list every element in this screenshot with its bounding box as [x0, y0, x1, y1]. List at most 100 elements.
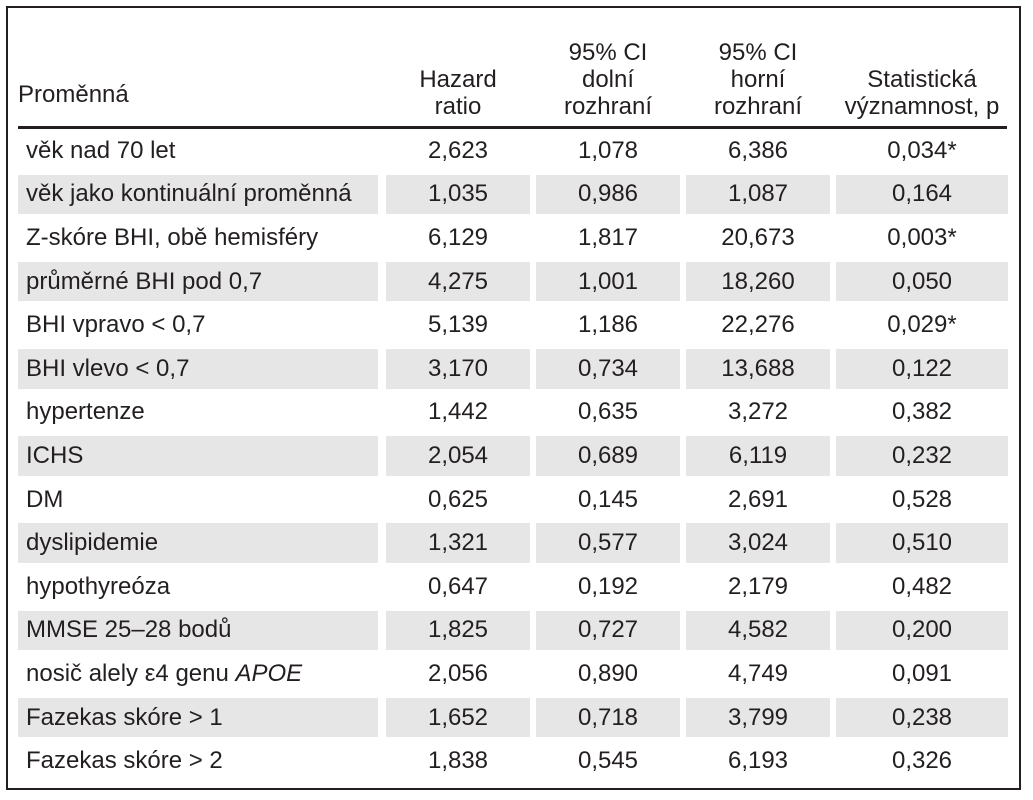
cell-p-value: 0,482 [891, 572, 953, 600]
table-row: Z-skóre BHI, obě hemisféry 6,129 1,817 2… [18, 216, 1008, 260]
cell-hazard-ratio: 1,321 [386, 523, 530, 563]
cell-hazard-ratio: 1,442 [427, 398, 489, 426]
cell-ci-lower: 0,890 [577, 659, 639, 687]
cell-variable: hypothyreóza [26, 572, 171, 600]
cell-p-value: 0,029* [887, 311, 957, 339]
cell-ci-lower: 1,817 [577, 223, 639, 251]
cell-p-value: 0,091 [891, 659, 953, 687]
cell-hazard-ratio: 2,054 [386, 436, 530, 476]
cell-hazard-ratio: 5,139 [427, 311, 489, 339]
cell-variable: DM [26, 485, 64, 513]
cell-ci-upper: 6,119 [686, 436, 830, 476]
cell-variable-gene: APOE [235, 659, 303, 687]
cell-ci-lower: 0,718 [536, 697, 680, 738]
table-row: Fazekas skóre > 1 1,652 0,718 3,799 0,23… [18, 696, 1008, 740]
cell-ci-lower: 0,734 [536, 348, 680, 389]
cell-variable: věk jako kontinuální proměnná [18, 174, 378, 215]
cell-ci-upper: 6,386 [727, 136, 789, 164]
cell-ci-upper: 18,260 [686, 261, 830, 302]
cell-ci-upper: 4,582 [686, 610, 830, 651]
header-variable-text: Proměnná [18, 81, 129, 108]
cell-hazard-ratio: 0,647 [427, 572, 489, 600]
cell-ci-upper: 2,691 [727, 485, 789, 513]
header-significance-line1: Statistická [867, 66, 977, 93]
cell-hazard-ratio: 2,623 [427, 136, 489, 164]
cell-variable: nosič alely ε4 genu APOE [18, 654, 378, 694]
header-ci-upper: 95% CI horní rozhraní [686, 22, 830, 126]
table-row: MMSE 25–28 bodů 1,825 0,727 4,582 0,200 [18, 609, 1008, 653]
table-header: Proměnná Hazard ratio 95% CI dolní rozhr… [18, 22, 1008, 126]
table-row: věk nad 70 let 2,623 1,078 6,386 0,034* [18, 129, 1008, 173]
cell-ci-lower: 0,577 [536, 523, 680, 563]
cell-hazard-ratio: 4,275 [386, 261, 530, 302]
cell-p-value: 0,326 [891, 747, 953, 775]
cell-ci-upper: 6,193 [727, 747, 789, 775]
cell-ci-upper: 2,179 [727, 572, 789, 600]
cell-p-value: 0,232 [836, 436, 1008, 476]
cell-variable: Fazekas skóre > 1 [18, 697, 378, 738]
cell-p-value: 0,382 [891, 398, 953, 426]
cell-variable: Z-skóre BHI, obě hemisféry [26, 223, 319, 251]
cell-ci-upper: 13,688 [686, 348, 830, 389]
cell-variable: BHI vpravo < 0,7 [26, 311, 206, 339]
table-row: hypertenze 1,442 0,635 3,272 0,382 [18, 391, 1008, 435]
cell-ci-lower: 0,635 [577, 398, 639, 426]
cell-hazard-ratio: 1,825 [386, 610, 530, 651]
table-row: hypothyreóza 0,647 0,192 2,179 0,482 [18, 565, 1008, 609]
cell-p-value: 0,510 [836, 523, 1008, 563]
table-body: věk nad 70 let 2,623 1,078 6,386 0,034* … [18, 129, 1008, 783]
table-row: Fazekas skóre > 2 1,838 0,545 6,193 0,32… [18, 739, 1008, 783]
cell-ci-upper: 3,024 [686, 523, 830, 563]
cell-p-value: 0,528 [891, 485, 953, 513]
table-row: dyslipidemie 1,321 0,577 3,024 0,510 [18, 521, 1008, 565]
header-hazard-ratio-line1: Hazard [419, 66, 497, 93]
cell-ci-upper: 1,087 [686, 174, 830, 215]
header-variable: Proměnná [18, 22, 378, 126]
table-row: věk jako kontinuální proměnná 1,035 0,98… [18, 173, 1008, 217]
cell-variable: průměrné BHI pod 0,7 [18, 261, 378, 302]
header-ci-upper-line2: horní [730, 66, 786, 93]
cell-p-value: 0,164 [836, 174, 1008, 215]
cell-hazard-ratio: 2,056 [427, 659, 489, 687]
cell-variable: BHI vlevo < 0,7 [18, 348, 378, 389]
cell-ci-lower: 1,186 [577, 311, 639, 339]
cell-ci-lower: 0,145 [577, 485, 639, 513]
cell-p-value: 0,034* [887, 136, 957, 164]
table-row: průměrné BHI pod 0,7 4,275 1,001 18,260 … [18, 260, 1008, 304]
cell-hazard-ratio: 1,838 [427, 747, 489, 775]
cell-ci-lower: 0,727 [536, 610, 680, 651]
cell-variable: věk nad 70 let [26, 136, 176, 164]
header-hazard-ratio-line2: ratio [434, 93, 482, 120]
cell-variable-text: nosič alely ε4 genu [26, 659, 236, 687]
cell-ci-upper: 3,799 [686, 697, 830, 738]
table-row: BHI vpravo < 0,7 5,139 1,186 22,276 0,02… [18, 303, 1008, 347]
cell-ci-lower: 1,078 [577, 136, 639, 164]
cell-p-value: 0,003* [887, 223, 957, 251]
cell-p-value: 0,050 [836, 261, 1008, 302]
header-ci-lower-line2: dolní [581, 66, 635, 93]
header-ci-lower-line3: rozhraní [563, 93, 653, 120]
header-ci-upper-line3: rozhraní [713, 93, 803, 120]
cell-p-value: 0,200 [836, 610, 1008, 651]
cell-ci-upper: 3,272 [727, 398, 789, 426]
header-divider [18, 126, 1007, 129]
table-row: ICHS 2,054 0,689 6,119 0,232 [18, 434, 1008, 478]
cell-ci-lower: 0,689 [536, 436, 680, 476]
header-ci-upper-line1: 95% CI [718, 39, 798, 66]
cell-hazard-ratio: 1,652 [386, 697, 530, 738]
cell-variable: hypertenze [26, 398, 145, 426]
cell-p-value: 0,122 [836, 348, 1008, 389]
cell-hazard-ratio: 0,625 [427, 485, 489, 513]
cell-ci-upper: 22,276 [721, 311, 795, 339]
cell-hazard-ratio: 1,035 [386, 174, 530, 215]
table-row: BHI vlevo < 0,7 3,170 0,734 13,688 0,122 [18, 347, 1008, 391]
cell-ci-lower: 1,001 [536, 261, 680, 302]
header-significance-line2: významnost, p [844, 93, 1000, 120]
cell-variable: ICHS [18, 436, 378, 476]
table-row: nosič alely ε4 genu APOE 2,056 0,890 4,7… [18, 652, 1008, 696]
cell-hazard-ratio: 6,129 [427, 223, 489, 251]
cell-ci-lower: 0,545 [577, 747, 639, 775]
header-ci-lower: 95% CI dolní rozhraní [536, 22, 680, 126]
table-row: DM 0,625 0,145 2,691 0,528 [18, 478, 1008, 522]
header-ci-lower-line1: 95% CI [568, 39, 648, 66]
